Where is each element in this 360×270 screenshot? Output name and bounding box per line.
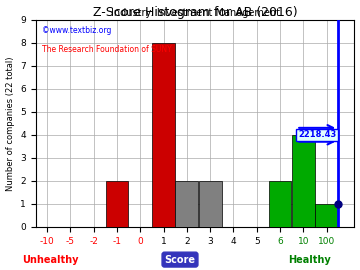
Bar xyxy=(175,181,198,227)
Text: Healthy: Healthy xyxy=(288,255,331,265)
Text: The Research Foundation of SUNY: The Research Foundation of SUNY xyxy=(42,45,172,53)
Text: 2218.43: 2218.43 xyxy=(298,130,336,139)
Bar xyxy=(292,135,315,227)
Bar xyxy=(315,204,338,227)
Bar xyxy=(269,181,291,227)
Bar xyxy=(152,43,175,227)
Text: Score: Score xyxy=(165,255,195,265)
Title: Z-Score Histogram for AB (2016): Z-Score Histogram for AB (2016) xyxy=(93,6,297,19)
Y-axis label: Number of companies (22 total): Number of companies (22 total) xyxy=(5,56,14,191)
Text: Industry: Investment Management: Industry: Investment Management xyxy=(111,8,279,18)
Bar xyxy=(199,181,221,227)
Text: Unhealthy: Unhealthy xyxy=(22,255,78,265)
Bar xyxy=(105,181,129,227)
Text: ©www.textbiz.org: ©www.textbiz.org xyxy=(42,26,111,35)
